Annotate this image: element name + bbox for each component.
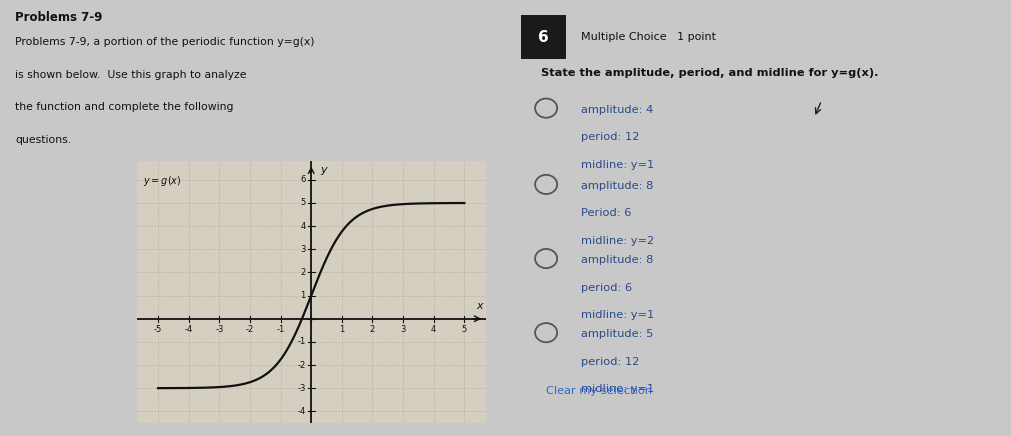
- Text: the function and complete the following: the function and complete the following: [15, 102, 234, 112]
- Text: x: x: [476, 301, 482, 310]
- Text: amplitude: 5: amplitude: 5: [580, 329, 653, 339]
- Text: Multiple Choice   1 point: Multiple Choice 1 point: [580, 32, 716, 42]
- Text: -1: -1: [276, 324, 284, 334]
- Text: 5: 5: [300, 198, 305, 208]
- Text: -3: -3: [215, 324, 223, 334]
- Text: -2: -2: [246, 324, 254, 334]
- Text: 1: 1: [300, 291, 305, 300]
- Text: period: 12: period: 12: [580, 357, 639, 367]
- Text: 3: 3: [300, 245, 305, 254]
- Text: is shown below.  Use this graph to analyze: is shown below. Use this graph to analyz…: [15, 70, 247, 80]
- Text: questions.: questions.: [15, 135, 71, 145]
- Text: 4: 4: [300, 221, 305, 231]
- Text: midline: y=2: midline: y=2: [580, 236, 654, 246]
- Text: Period: 6: Period: 6: [580, 208, 631, 218]
- Text: -4: -4: [184, 324, 193, 334]
- Text: period: 12: period: 12: [580, 132, 639, 142]
- Text: 3: 3: [400, 324, 405, 334]
- Text: $y=g(x)$: $y=g(x)$: [143, 174, 181, 188]
- Text: 6: 6: [538, 30, 548, 44]
- Text: -4: -4: [297, 407, 305, 416]
- Text: Problems 7-9: Problems 7-9: [15, 11, 102, 24]
- Text: midline: y=1: midline: y=1: [580, 384, 654, 394]
- Text: -1: -1: [297, 337, 305, 346]
- Text: midline: y=1: midline: y=1: [580, 310, 654, 320]
- Text: amplitude: 8: amplitude: 8: [580, 181, 653, 191]
- Text: amplitude: 8: amplitude: 8: [580, 255, 653, 265]
- FancyBboxPatch shape: [521, 15, 565, 59]
- Text: -2: -2: [297, 361, 305, 370]
- Text: 2: 2: [369, 324, 375, 334]
- Text: 1: 1: [339, 324, 344, 334]
- Text: midline: y=1: midline: y=1: [580, 160, 654, 170]
- Text: 6: 6: [300, 175, 305, 184]
- Text: period: 6: period: 6: [580, 283, 632, 293]
- Text: y: y: [320, 165, 327, 175]
- Text: amplitude: 4: amplitude: 4: [580, 105, 653, 115]
- Text: Problems 7-9, a portion of the periodic function y=g(x): Problems 7-9, a portion of the periodic …: [15, 37, 314, 47]
- Text: -5: -5: [154, 324, 162, 334]
- Text: 4: 4: [431, 324, 436, 334]
- Text: State the amplitude, period, and midline for y=g(x).: State the amplitude, period, and midline…: [541, 68, 878, 78]
- Text: 5: 5: [461, 324, 466, 334]
- Text: 2: 2: [300, 268, 305, 277]
- Text: Clear my selection: Clear my selection: [546, 386, 652, 396]
- Text: -3: -3: [297, 384, 305, 393]
